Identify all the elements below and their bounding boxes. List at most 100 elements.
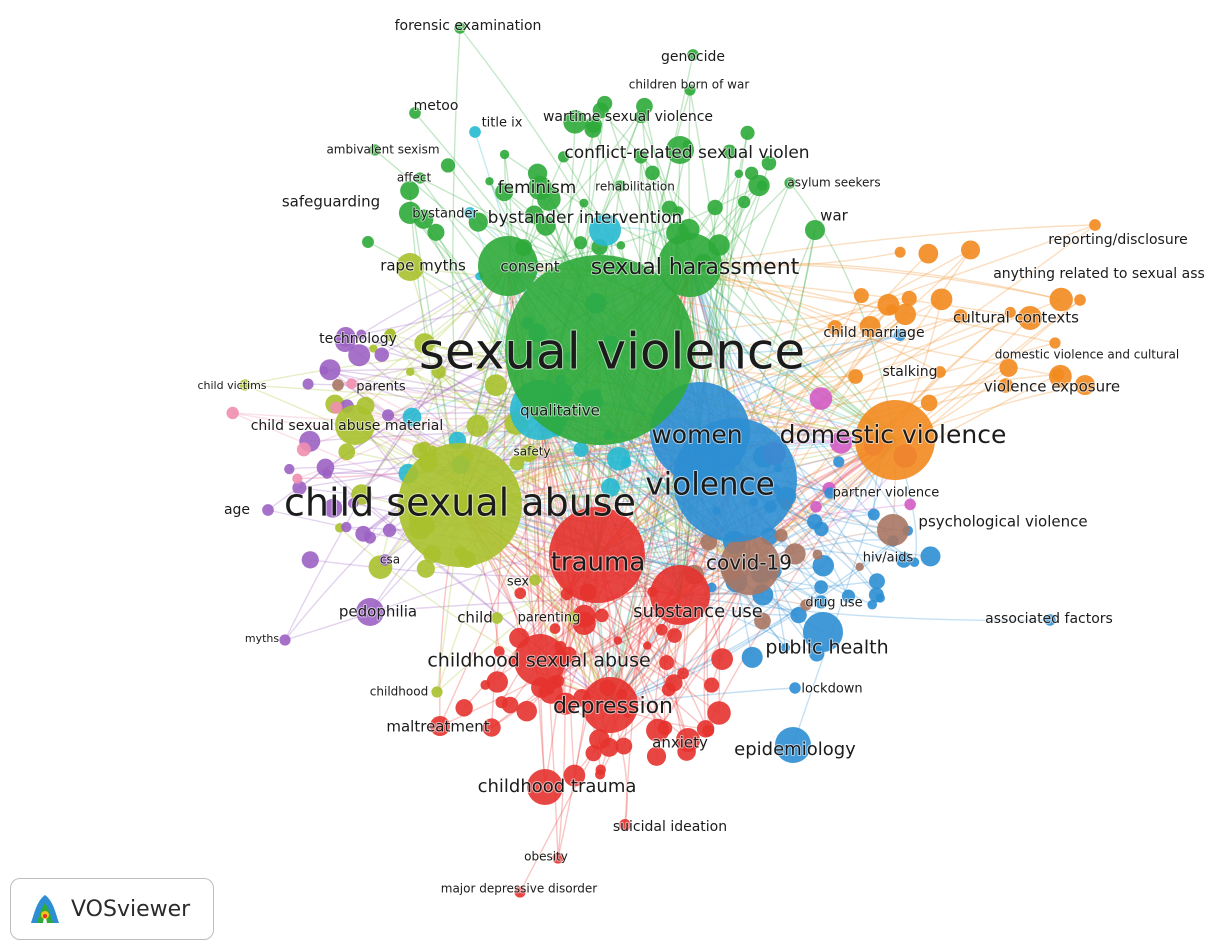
network-node[interactable] (894, 246, 906, 258)
network-node[interactable] (335, 326, 356, 347)
network-node[interactable] (482, 718, 501, 737)
network-node[interactable] (722, 144, 737, 159)
node-label[interactable]: childhood sexual abuse (426, 649, 651, 673)
node-child-sexual-abuse-material[interactable] (335, 405, 375, 445)
node-major-depressive-disorder[interactable] (514, 886, 526, 898)
network-node[interactable] (643, 641, 652, 650)
network-node[interactable] (573, 442, 589, 458)
node-depression[interactable] (582, 677, 638, 733)
network-node[interactable] (572, 604, 596, 628)
node-label[interactable]: parenting (517, 610, 582, 627)
node-anxiety[interactable] (676, 728, 700, 752)
network-node[interactable] (620, 457, 632, 469)
network-node[interactable] (319, 359, 341, 381)
network-node[interactable] (400, 181, 420, 201)
node-safety[interactable] (524, 449, 536, 461)
network-node[interactable] (516, 700, 538, 722)
network-node[interactable] (774, 528, 788, 542)
network-node[interactable] (784, 543, 806, 565)
node-child-marriage[interactable] (894, 329, 906, 341)
node-label[interactable]: substance use (632, 600, 764, 623)
node-label[interactable]: domestic violence and cultural (994, 347, 1181, 363)
node-label[interactable]: violence (644, 466, 775, 504)
node-sexual-violence[interactable] (505, 255, 695, 445)
node-technology[interactable] (384, 329, 396, 341)
network-node[interactable] (909, 557, 920, 567)
network-node[interactable] (615, 737, 633, 755)
network-node[interactable] (501, 696, 519, 714)
network-node[interactable] (595, 769, 606, 780)
network-node[interactable] (859, 316, 881, 337)
network-node[interactable] (613, 636, 623, 645)
node-bystander[interactable] (464, 207, 476, 219)
network-node[interactable] (646, 746, 667, 766)
network-node[interactable] (998, 378, 1014, 393)
node-label[interactable]: age (223, 501, 251, 519)
node-label[interactable]: partner violence (832, 485, 941, 502)
network-node[interactable] (330, 401, 343, 414)
network-node[interactable] (661, 200, 678, 217)
node-substance-use[interactable] (650, 565, 710, 625)
network-node[interactable] (894, 303, 916, 326)
network-node[interactable] (346, 378, 357, 390)
network-node[interactable] (574, 236, 588, 250)
node-violence-exposure[interactable] (1075, 375, 1095, 395)
network-node[interactable] (466, 414, 489, 437)
node-label[interactable]: qualitative (519, 401, 601, 421)
node-label[interactable]: suicidal ideation (612, 818, 728, 836)
node-label[interactable]: sexual harassment (590, 254, 801, 281)
node-label[interactable]: sexual violence (418, 322, 806, 382)
node-children-born-of-war[interactable] (684, 84, 696, 96)
network-node[interactable] (323, 498, 343, 518)
node-label[interactable]: child sexual abuse (283, 480, 637, 526)
node-label[interactable]: psychological violence (917, 512, 1088, 532)
node-suicidal-ideation[interactable] (619, 819, 631, 831)
node-psychological-violence[interactable] (877, 514, 909, 546)
network-node[interactable] (657, 720, 673, 736)
network-node[interactable] (869, 573, 885, 590)
network-node[interactable] (848, 369, 863, 384)
node-label[interactable]: war (819, 206, 849, 226)
network-node[interactable] (417, 441, 432, 455)
node-label[interactable]: violence exposure (983, 377, 1121, 397)
node-label[interactable]: bystander intervention (487, 207, 684, 229)
network-node[interactable] (382, 409, 395, 422)
network-node[interactable] (754, 612, 771, 630)
node-obesity[interactable] (552, 852, 564, 864)
node-label[interactable]: bystander (411, 206, 479, 223)
network-node[interactable] (427, 223, 445, 241)
node-safeguarding[interactable] (362, 236, 374, 248)
network-node[interactable] (930, 288, 953, 311)
network-node[interactable] (514, 587, 527, 600)
network-node[interactable] (833, 456, 845, 468)
network-node[interactable] (812, 549, 823, 560)
node-metoo[interactable] (409, 107, 421, 119)
node-label[interactable]: sex (506, 574, 531, 591)
node-lockdown[interactable] (789, 682, 801, 694)
network-node[interactable] (1049, 287, 1073, 312)
network-node[interactable] (814, 595, 828, 609)
node-pedophilia[interactable] (356, 598, 384, 626)
node-epidemiology[interactable] (775, 727, 811, 763)
node-child-victims[interactable] (239, 379, 251, 391)
network-node[interactable] (356, 329, 367, 340)
network-node[interactable] (355, 525, 372, 542)
node-label[interactable]: conflict-related sexual violen (563, 142, 810, 164)
node-childhood-sexual-abuse[interactable] (514, 634, 566, 686)
network-node[interactable] (744, 166, 759, 180)
network-node[interactable] (369, 344, 378, 353)
node-label[interactable]: rape myths (379, 256, 467, 276)
network-node[interactable] (338, 443, 356, 461)
network-node[interactable] (414, 333, 435, 354)
node-wartime-sexual-violence[interactable] (634, 111, 646, 123)
network-node[interactable] (829, 431, 853, 454)
network-node[interactable] (918, 243, 939, 264)
node-label[interactable]: childhood trauma (477, 775, 638, 798)
node-war[interactable] (805, 220, 825, 240)
node-childhood-trauma[interactable] (527, 769, 563, 805)
network-node[interactable] (809, 387, 833, 410)
node-label[interactable]: wartime sexual violence (542, 108, 714, 126)
network-node[interactable] (484, 374, 507, 397)
network-node[interactable] (953, 309, 968, 323)
network-node[interactable] (812, 554, 834, 577)
